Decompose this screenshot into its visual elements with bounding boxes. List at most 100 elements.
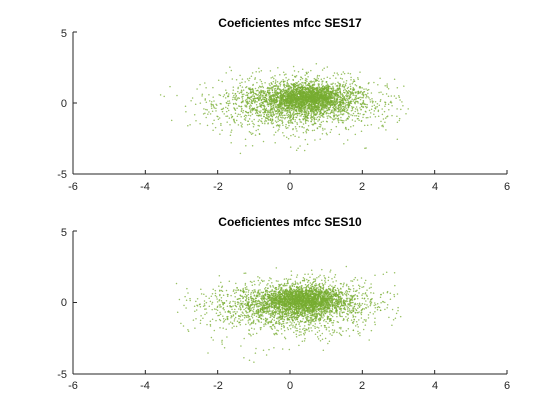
scatter-point	[246, 78, 249, 80]
scatter-point	[316, 104, 318, 107]
scatter-point	[209, 113, 212, 115]
scatter-point	[326, 92, 328, 95]
scatter-point	[316, 91, 319, 94]
scatter-point	[262, 140, 265, 143]
scatter-point	[260, 95, 262, 97]
scatter-point	[243, 316, 246, 319]
scatter-point	[325, 88, 328, 91]
scatter-point	[265, 94, 267, 96]
scatter-point	[302, 131, 305, 134]
scatter-point	[306, 119, 308, 121]
scatter-point	[290, 94, 292, 96]
chart-title: Coeficientes mfcc SES10	[218, 215, 362, 229]
scatter-points	[159, 62, 409, 155]
scatter-point	[303, 149, 306, 152]
scatter-point	[244, 105, 247, 108]
scatter-point	[311, 111, 313, 113]
scatter-point	[277, 115, 280, 118]
scatter-point	[357, 307, 359, 309]
scatter-point	[248, 79, 250, 82]
scatter-point	[297, 80, 300, 83]
scatter-point	[398, 119, 401, 122]
scatter-point	[249, 333, 251, 336]
scatter-point	[343, 92, 346, 94]
scatter-point	[325, 86, 327, 88]
scatter-point	[282, 92, 285, 95]
scatter-point	[304, 138, 307, 141]
scatter-point	[352, 288, 355, 290]
x-tick-label: -6	[68, 181, 78, 193]
scatter-point	[292, 85, 295, 87]
scatter-point	[233, 325, 235, 327]
scatter-point	[260, 99, 263, 102]
scatter-point	[367, 96, 369, 98]
scatter-point	[354, 108, 357, 110]
scatter-point	[341, 78, 344, 80]
scatter-point	[305, 131, 308, 134]
scatter-point	[273, 88, 276, 90]
scatter-point	[307, 129, 310, 131]
scatter-point	[309, 117, 312, 119]
scatter-point	[254, 112, 257, 115]
scatter-point	[282, 116, 284, 119]
scatter-point	[337, 110, 340, 112]
scatter-point	[252, 94, 254, 96]
scatter-point	[221, 80, 223, 83]
scatter-point	[299, 92, 302, 95]
scatter-point	[163, 95, 165, 98]
scatter-point	[305, 112, 307, 114]
scatter-point	[323, 67, 325, 69]
scatter-point	[258, 67, 260, 69]
scatter-point	[295, 81, 297, 84]
scatter-point	[318, 113, 321, 116]
scatter-point	[259, 94, 262, 96]
scatter-point	[228, 117, 231, 119]
scatter-point	[326, 90, 328, 92]
scatter-point	[238, 92, 241, 95]
scatter-point	[288, 278, 290, 280]
scatter-point	[302, 84, 304, 86]
scatter-point	[316, 87, 318, 89]
scatter-point	[272, 100, 275, 102]
scatter-point	[321, 87, 323, 89]
scatter-point	[363, 124, 366, 127]
scatter-point	[304, 87, 307, 90]
scatter-point	[316, 89, 318, 92]
scatter-point	[306, 88, 308, 91]
scatter-point	[323, 87, 325, 89]
scatter-point	[252, 84, 254, 86]
scatter-point	[305, 90, 308, 93]
scatter-point	[329, 271, 331, 273]
scatter-point	[331, 121, 334, 123]
scatter-point	[362, 101, 364, 104]
scatter-point	[308, 86, 311, 88]
scatter-point	[306, 114, 308, 117]
scatter-point	[296, 123, 299, 126]
scatter-point	[365, 147, 367, 149]
scatter-point	[240, 89, 243, 92]
scatter-point	[264, 110, 267, 113]
scatter-point	[275, 125, 278, 127]
scatter-point	[261, 94, 264, 97]
scatter-point	[252, 122, 254, 125]
scatter-point	[341, 315, 343, 318]
scatter-point	[322, 101, 324, 104]
scatter-point	[359, 334, 361, 337]
scatter-point	[189, 124, 191, 126]
scatter-point	[252, 89, 254, 92]
scatter-point	[204, 82, 206, 84]
scatter-point	[277, 87, 279, 89]
scatter-point	[251, 144, 254, 147]
scatter-point	[212, 129, 214, 132]
scatter-point	[282, 80, 285, 83]
scatter-point	[266, 321, 268, 323]
scatter-point	[279, 111, 282, 113]
scatter-point	[278, 128, 280, 131]
scatter-point	[327, 342, 329, 345]
scatter-point	[234, 312, 237, 315]
scatter-point	[352, 81, 354, 83]
scatter-point	[327, 90, 330, 93]
scatter-point	[267, 118, 269, 120]
scatter-point	[343, 72, 346, 75]
scatter-point	[371, 102, 374, 104]
